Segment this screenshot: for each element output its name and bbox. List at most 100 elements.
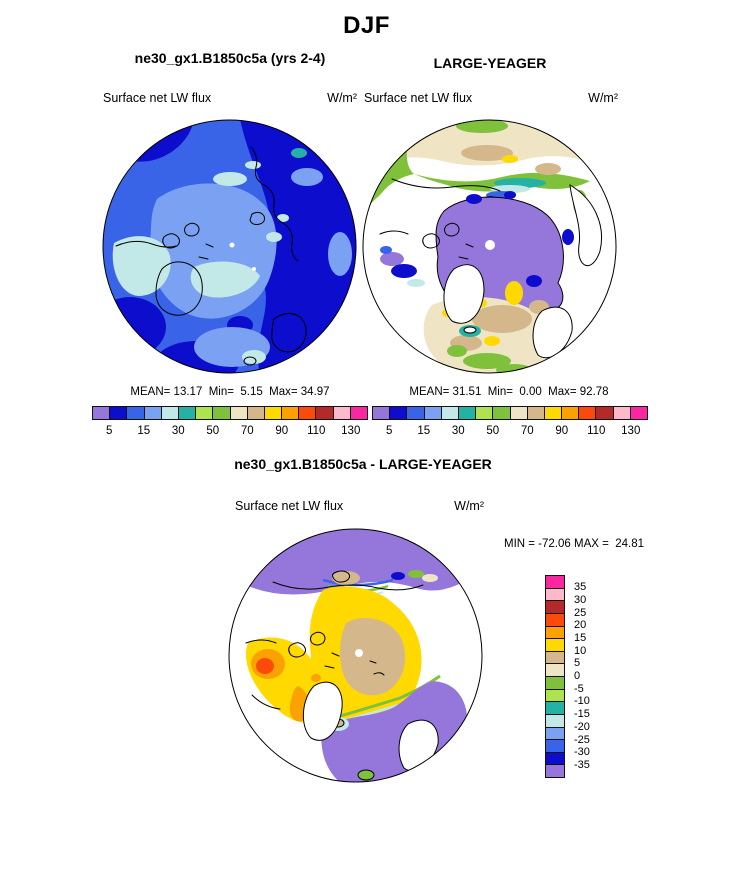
tick-label: 130: [341, 425, 361, 437]
colorbar-cell: [526, 407, 544, 419]
tick-label: 5: [106, 425, 113, 437]
tick-label: 0: [574, 670, 581, 683]
tick-label: 110: [587, 425, 606, 437]
tick-label: 10: [574, 644, 587, 657]
diff-map-contours: [229, 529, 482, 782]
colorbar-cell: [546, 612, 564, 626]
obs-map-contours: [363, 120, 616, 373]
colorbar-cell: [578, 407, 596, 419]
colorbar-cell: [492, 407, 510, 419]
model-coastlines: [115, 146, 307, 366]
colorbar-cell: [332, 407, 350, 419]
tick-label: 5: [386, 425, 393, 437]
season-title: DJF: [343, 12, 390, 39]
tick-label: 15: [137, 425, 151, 437]
tick-label: 50: [486, 425, 500, 437]
obs-panel-title: LARGE-YEAGER: [433, 55, 547, 71]
colorbar-cell: [349, 407, 367, 419]
tick-label: 30: [171, 425, 185, 437]
tick-label: 35: [574, 581, 587, 594]
colorbar-cell: [315, 407, 333, 419]
diff-pole-dot: [355, 649, 363, 657]
tick-label: 90: [555, 425, 569, 437]
tick-label: -25: [574, 733, 590, 746]
colorbar-cell: [281, 407, 299, 419]
tick-label: -20: [574, 720, 590, 733]
obs-pole-dot: [485, 240, 495, 250]
tick-label: 30: [574, 593, 587, 606]
colorbar-cell: [440, 407, 458, 419]
model-label-row: Surface net LW flux W/m²: [103, 91, 357, 105]
tick-label: 15: [417, 425, 431, 437]
colorbar-cell: [612, 407, 630, 419]
tick-label: 50: [206, 425, 220, 437]
colorbar-cell: [546, 751, 564, 765]
model-colorbar: [92, 406, 368, 420]
colorbar-cell: [546, 600, 564, 613]
diff-colorbar-ticks: 35 30 25 20 15 10 5 0 -5 -10 -15 -20 -25 -30 -35: [574, 575, 604, 784]
colorbar-cell: [546, 638, 564, 651]
model-pole-dot: [229, 242, 235, 248]
colorbar-cell: [546, 676, 564, 689]
tick-label: -15: [574, 708, 590, 721]
colorbar-cell: [160, 407, 178, 419]
model-map-figure: [102, 119, 357, 374]
diff-label-row: Surface net LW flux W/m²: [235, 499, 484, 513]
colorbar-cell: [126, 407, 144, 419]
obs-field-label: Surface net LW flux: [364, 91, 473, 105]
colorbar-cell: [546, 701, 564, 714]
tick-label: 70: [520, 425, 534, 437]
colorbar-cell: [546, 688, 564, 702]
colorbar-cell: [546, 625, 564, 639]
colorbar-cell: [298, 407, 316, 419]
diff-map-figure: [228, 528, 483, 783]
colorbar-cell: [543, 407, 562, 419]
colorbar-cell: [561, 407, 579, 419]
colorbar-cell: [423, 407, 441, 419]
colorbar-cell: [475, 407, 493, 419]
obs-units-label: W/m²: [588, 91, 618, 105]
model-colorbar-ticks: 5 15 30 50 70 90 110 130: [92, 425, 368, 437]
tick-label: 30: [451, 425, 465, 437]
tick-label: -10: [574, 695, 590, 708]
colorbar-cell: [509, 407, 527, 419]
tick-label: 5: [574, 657, 581, 670]
obs-map-figure: [362, 119, 617, 374]
colorbar-cell: [457, 407, 476, 419]
colorbar-cell: [109, 407, 127, 419]
colorbar-cell: [546, 650, 564, 664]
tick-label: 70: [240, 425, 254, 437]
colorbar-cell: [595, 407, 613, 419]
colorbar-cell: [629, 407, 647, 419]
model-field-label: Surface net LW flux: [103, 91, 212, 105]
colorbar-cell: [212, 407, 230, 419]
tick-label: 110: [307, 425, 326, 437]
colorbar-cell: [373, 407, 390, 419]
colorbar-cell: [93, 407, 110, 419]
colorbar-cell: [229, 407, 247, 419]
colorbar-cell: [246, 407, 264, 419]
colorbar-cell: [143, 407, 161, 419]
obs-colorbar: [372, 406, 648, 420]
colorbar-cell: [546, 764, 564, 777]
tick-label: -30: [574, 746, 590, 759]
model-panel-title: ne30_gx1.B1850c5a (yrs 2-4): [134, 50, 326, 66]
colorbar-cell: [406, 407, 424, 419]
tick-label: 90: [275, 425, 289, 437]
colorbar-cell: [546, 663, 564, 676]
tick-label: -35: [574, 758, 590, 771]
diff-panel-title: ne30_gx1.B1850c5a - LARGE-YEAGER: [234, 456, 492, 472]
tick-label: -5: [574, 682, 584, 695]
obs-colorbar-ticks: 5 15 30 50 70 90 110 130: [372, 425, 648, 437]
tick-label: 130: [621, 425, 641, 437]
colorbar-cell: [263, 407, 282, 419]
model-stats: MEAN= 13.17 Min= 5.15 Max= 34.97: [130, 386, 330, 398]
tick-label: 20: [574, 619, 587, 632]
colorbar-cell: [546, 587, 564, 601]
colorbar-cell: [389, 407, 407, 419]
diff-minmax-label: MIN = -72.06 MAX = 24.81: [504, 538, 644, 550]
colorbar-cell: [177, 407, 196, 419]
diff-field-label: Surface net LW flux: [235, 499, 344, 513]
colorbar-cell: [546, 726, 564, 740]
